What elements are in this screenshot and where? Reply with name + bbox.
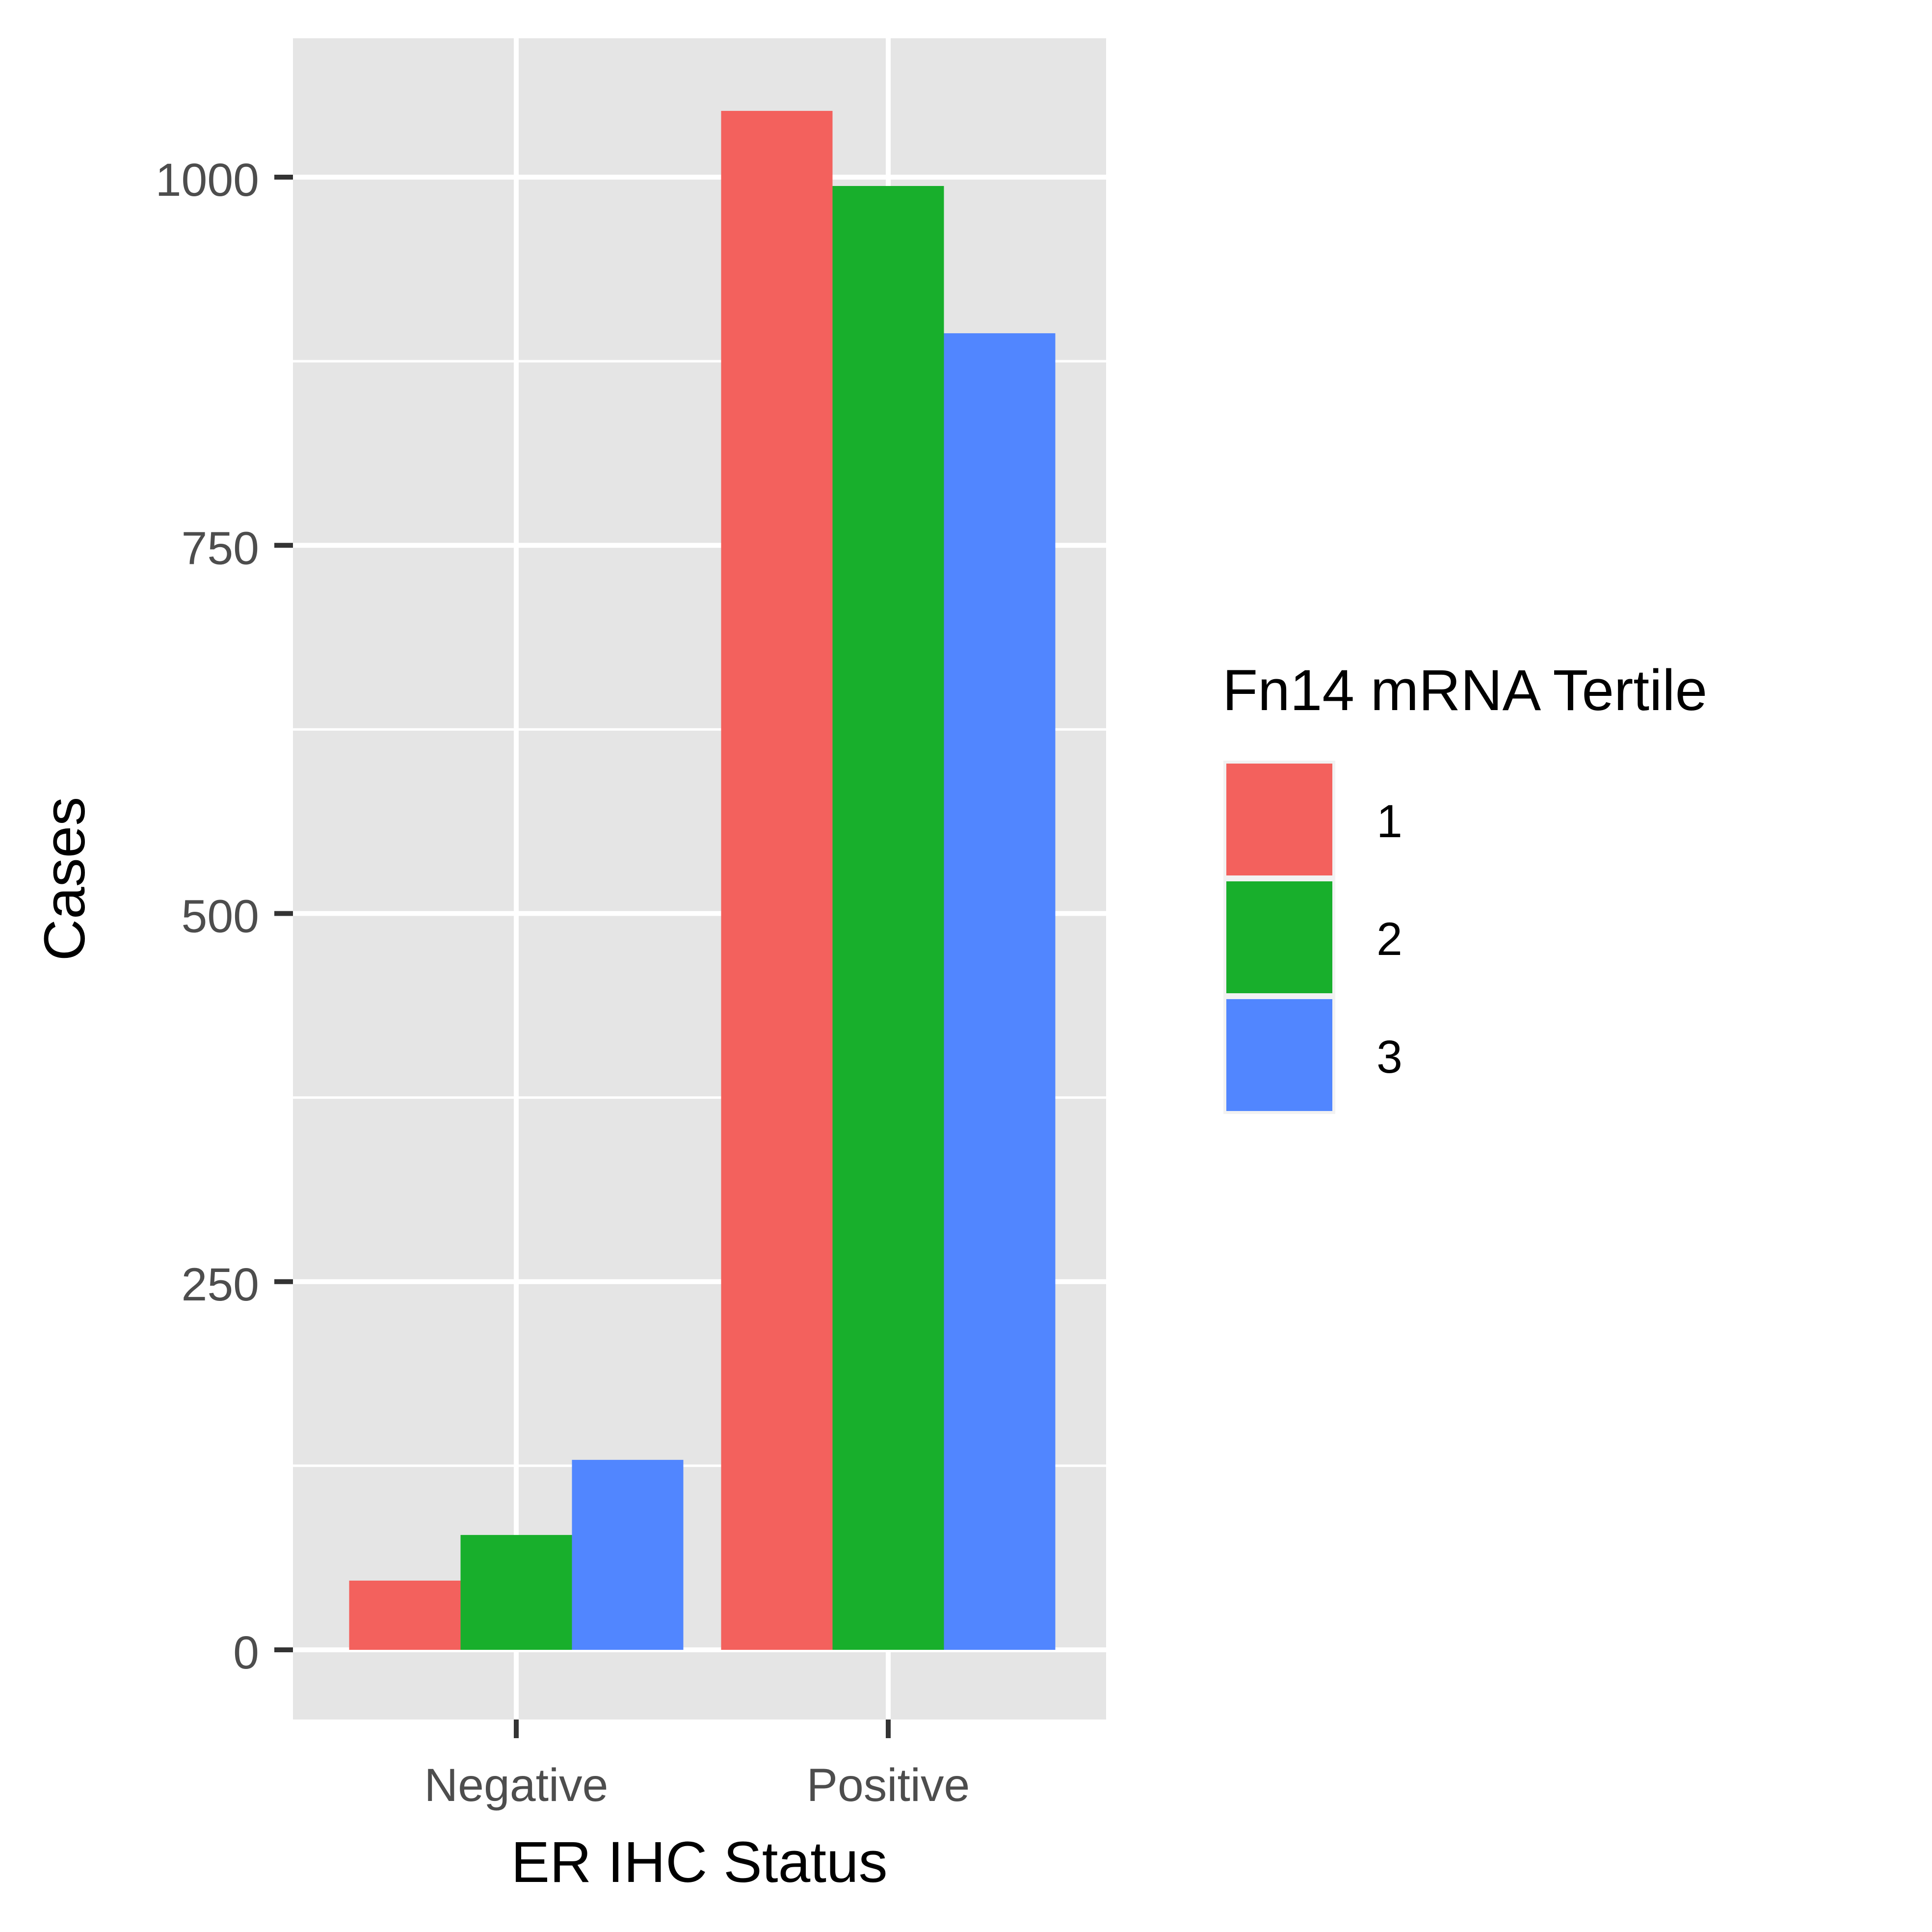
bar-negative-tertile-3	[572, 1459, 684, 1650]
y-axis: 0 250 500 750 1000	[156, 154, 293, 1679]
legend-key-swatch	[1226, 999, 1332, 1111]
y-tick-label: 250	[181, 1259, 259, 1311]
bar-negative-tertile-2	[460, 1535, 572, 1650]
legend-key-swatch	[1226, 881, 1332, 993]
legend-key-swatch	[1226, 764, 1332, 875]
x-tick-label: Negative	[424, 1759, 609, 1811]
legend: Fn14 mRNA Tertile 1 2 3	[1222, 658, 1707, 1114]
y-tick-label: 750	[181, 522, 259, 574]
bars	[349, 110, 1056, 1650]
x-axis-title: ER IHC Status	[511, 1830, 887, 1895]
y-tick-label: 1000	[156, 154, 259, 206]
legend-items: 1 2 3	[1223, 761, 1403, 1114]
bar-positive-tertile-3	[944, 333, 1056, 1650]
x-tick-label: Positive	[807, 1759, 970, 1811]
bar-negative-tertile-1	[349, 1580, 461, 1650]
x-axis: Negative Positive	[424, 1720, 970, 1811]
legend-item-label: 2	[1376, 913, 1403, 965]
y-axis-title: Cases	[32, 797, 97, 961]
bar-positive-tertile-2	[832, 186, 944, 1650]
bar-positive-tertile-1	[721, 110, 833, 1650]
legend-item-label: 1	[1376, 795, 1403, 847]
y-tick-label: 0	[233, 1627, 259, 1679]
legend-title: Fn14 mRNA Tertile	[1222, 658, 1707, 723]
legend-item-label: 3	[1376, 1031, 1403, 1083]
y-tick-label: 500	[181, 891, 259, 943]
